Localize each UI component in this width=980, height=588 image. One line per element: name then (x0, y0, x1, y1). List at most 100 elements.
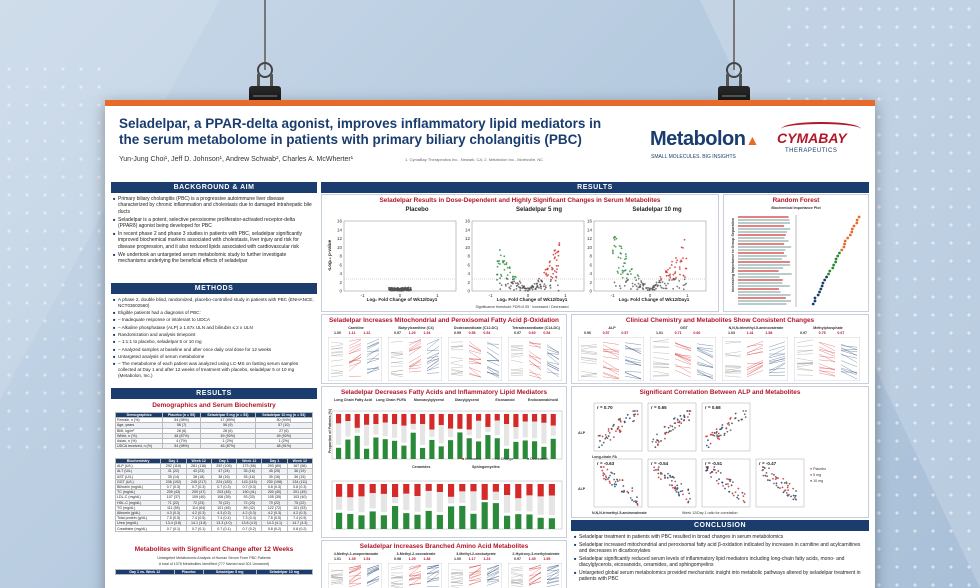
volcano-point (531, 284, 534, 287)
volcano-point (497, 262, 500, 265)
corr-frame (701, 458, 751, 508)
volcano-point (517, 283, 520, 286)
volcano-point (669, 274, 671, 277)
clinical-paired-line (696, 343, 714, 347)
amino-fold-change: 1.00 (454, 557, 461, 561)
corr-point (676, 484, 679, 487)
corr-point (617, 418, 620, 421)
clinical-paired-line (796, 369, 814, 371)
inflammatory-bar-decreased (438, 446, 444, 459)
volcano-ytick: 4 (339, 271, 342, 276)
inflammatory-bar-nochange (470, 491, 477, 511)
clinical-paired-line (580, 359, 598, 362)
amino-panel-label: 2-Hydroxy-3-methylvalerate (512, 552, 560, 556)
volcano-point (496, 273, 498, 276)
amino-paired-line (408, 564, 422, 570)
corr-point (604, 437, 607, 440)
corr-point (744, 416, 747, 419)
fatty-acid-title: Seladelpar Increases Mitochondrial and P… (329, 317, 559, 324)
volcano-point (555, 259, 558, 262)
volcano-ytick: 14 (337, 227, 343, 232)
volcano-ytick: 6 (589, 262, 592, 267)
volcano-point (526, 289, 529, 292)
volcano-point (554, 252, 557, 255)
amino-paired-line (366, 566, 380, 575)
fatty-acid-paired-line (468, 341, 482, 351)
corr-point (682, 419, 685, 422)
inflammatory-bar-increased (485, 414, 491, 427)
volcano-point (519, 289, 522, 292)
volcano-point (540, 285, 542, 288)
clinical-panel-label: ALP (608, 326, 616, 330)
corr-point (678, 494, 680, 497)
inflammatory-bar-increased (401, 414, 407, 426)
fatty-acid-paired-line (330, 341, 344, 344)
clinical-paired-line (580, 352, 598, 355)
volcano-point (645, 286, 648, 289)
corr-point (767, 479, 769, 481)
amino-paired-line (510, 581, 524, 585)
clinical-paired-line (696, 370, 714, 380)
clinical-fold-change: 0.71 (674, 331, 682, 335)
corr-point (616, 480, 619, 483)
corr-point (780, 481, 783, 484)
background-dot-pattern-left (0, 60, 110, 460)
fatty-acid-paired-line (348, 347, 362, 355)
fatty-acid-paired-line (510, 345, 524, 347)
inflammatory-bar-increased (380, 484, 387, 494)
volcano-point (554, 249, 557, 252)
corr-point (655, 441, 657, 443)
volcano-point (544, 268, 547, 271)
fatty-acid-paired-line (330, 346, 344, 350)
corr-point (619, 417, 621, 420)
biochemistry-row: HDL-C (mg/dL) 71 (22) 72 (23) 70 (22) 72 (23… (114, 499, 314, 506)
clinical-paired-line (674, 343, 692, 349)
corr-point (674, 486, 677, 488)
clinical-paired-line (724, 341, 742, 343)
amino-paired-line (546, 578, 560, 580)
clinical-paired-line (796, 345, 814, 348)
corr-point (771, 472, 773, 475)
corr-point (745, 410, 747, 412)
clinical-paired-line (818, 342, 836, 352)
clinical-paired-line (840, 364, 858, 374)
inflammatory-bar-nochange (513, 427, 519, 439)
corr-point (726, 478, 728, 480)
volcano-point (550, 275, 552, 278)
clinical-paired-line (696, 347, 714, 353)
volcano-point (682, 247, 684, 249)
corr-point (784, 489, 787, 491)
random-forest-subtitle: Biochemical Importance Plot (771, 206, 821, 210)
corr-point (792, 494, 795, 497)
volcano-point (672, 287, 675, 290)
clinical-paired-line (674, 345, 692, 352)
amino-paired-line (390, 565, 404, 569)
amino-paired-line (486, 564, 500, 570)
clinical-paired-line (818, 353, 836, 363)
volcano-xtick: 0 (649, 293, 652, 298)
amino-paired-line (546, 564, 560, 569)
corr-point (672, 486, 674, 489)
volcano-ytick: 8 (339, 254, 342, 259)
clinical-fold-change: 0.67 (837, 331, 845, 335)
corr-point (605, 436, 608, 439)
fatty-acid-paired-line (528, 363, 542, 368)
rf-point (813, 299, 817, 303)
inflammatory-bar-nochange (504, 495, 511, 513)
volcano-point (551, 276, 554, 279)
fatty-acid-paired-line (408, 370, 422, 373)
corr-point (734, 412, 737, 415)
fatty-acid-fold-change: 1.22 (363, 331, 371, 335)
volcano-point (624, 258, 626, 261)
corr-point (765, 472, 768, 474)
volcano-point (659, 284, 662, 287)
volcano-point (515, 282, 517, 285)
corr-point (671, 425, 674, 428)
corr-point (673, 476, 675, 479)
clinical-paired-line (746, 362, 764, 370)
inflammatory-bar-nochange (504, 424, 510, 446)
fatty-acid-paired-line (390, 354, 404, 357)
rf-label-line (738, 243, 785, 245)
fatty-acid-paired-line (450, 366, 464, 369)
fatty-acid-paired-line (546, 368, 560, 378)
